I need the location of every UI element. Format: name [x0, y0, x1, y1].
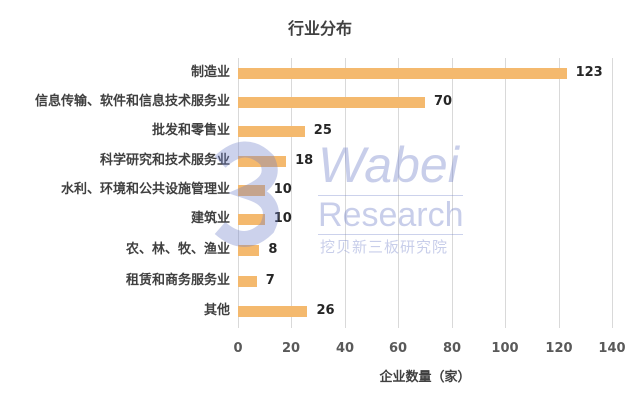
bar	[238, 125, 305, 137]
x-tick-label: 20	[281, 341, 301, 356]
bar	[238, 305, 308, 317]
bar	[238, 96, 425, 108]
bar	[238, 155, 287, 167]
gridline	[559, 58, 560, 328]
category-label: 信息传输、软件和信息技术服务业	[34, 94, 230, 109]
category-label: 其他	[203, 303, 230, 318]
data-label: 26	[316, 303, 335, 318]
category-label: 农、林、牧、渔业	[125, 242, 230, 257]
bar	[238, 275, 257, 287]
category-label: 制造业	[190, 65, 230, 80]
category-label: 租赁和商务服务业	[125, 273, 230, 288]
data-label: 123	[575, 65, 603, 80]
gridline	[505, 58, 506, 328]
x-axis-label: 企业数量（家）	[379, 370, 471, 385]
data-label: 18	[295, 153, 314, 168]
gridline	[452, 58, 453, 328]
category-label: 批发和零售业	[151, 123, 230, 138]
bar	[238, 244, 260, 256]
data-label: 25	[313, 123, 332, 138]
x-tick-label: 0	[233, 341, 243, 356]
gridline	[398, 58, 399, 328]
x-tick-label: 80	[442, 341, 462, 356]
x-tick-label: 120	[545, 341, 573, 356]
data-label: 7	[265, 273, 275, 288]
chart-title: 行业分布	[287, 19, 352, 38]
x-tick-label: 100	[491, 341, 519, 356]
data-label: 70	[434, 94, 453, 109]
x-tick-label: 140	[598, 341, 626, 356]
gridline	[612, 58, 613, 328]
x-tick-label: 60	[388, 341, 408, 356]
category-label: 科学研究和技术服务业	[99, 153, 230, 168]
bar	[238, 184, 265, 196]
bar	[238, 67, 567, 79]
gridline	[291, 58, 292, 328]
plot-area: 123 70 25 18 10 10 8 7 26	[238, 58, 613, 328]
gridline	[345, 58, 346, 328]
x-tick-label: 40	[335, 341, 355, 356]
category-label: 建筑业	[190, 211, 230, 226]
bar	[238, 213, 265, 225]
category-label: 水利、环境和公共设施管理业	[60, 182, 230, 197]
data-label: 10	[273, 211, 292, 226]
data-label: 10	[273, 182, 292, 197]
data-label: 8	[268, 242, 278, 257]
